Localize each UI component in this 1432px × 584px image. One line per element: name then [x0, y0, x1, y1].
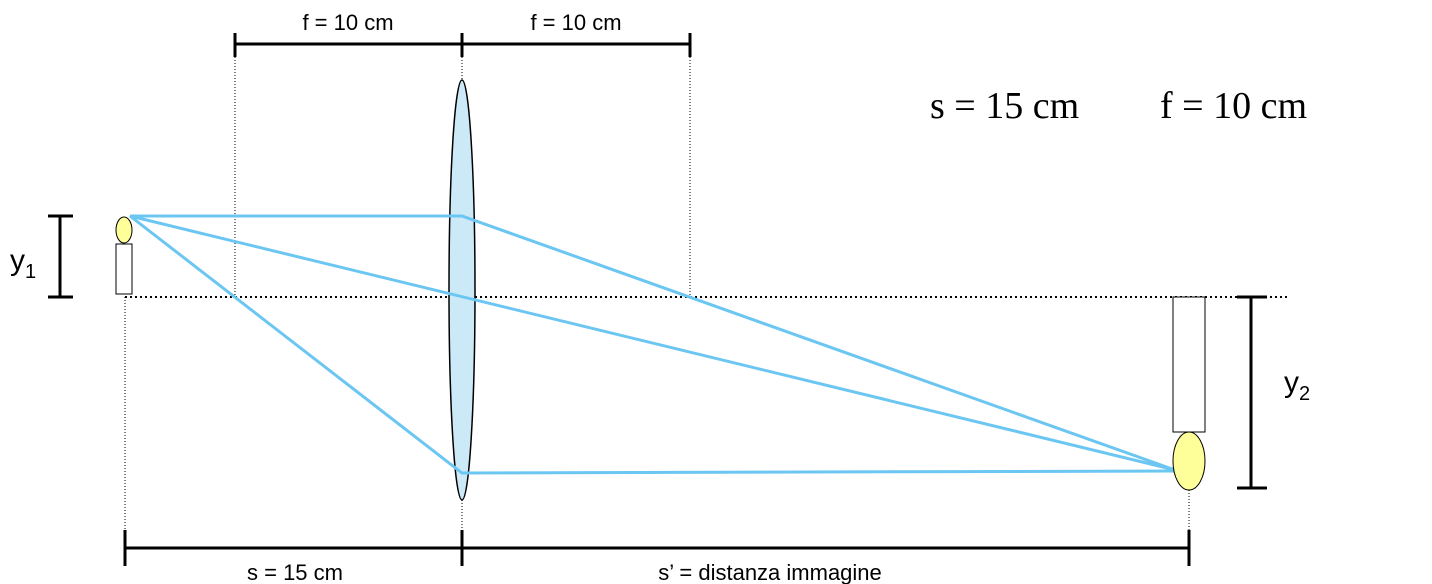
distance-label: s = 15 cm	[247, 560, 343, 584]
symbol: y	[10, 244, 25, 277]
object-height-label: y1	[10, 244, 36, 283]
focal-label: f = 10 cm	[302, 10, 393, 35]
focal-label: f = 10 cm	[530, 10, 621, 35]
symbol: y	[1284, 366, 1299, 399]
image-height-bracket	[1237, 295, 1267, 490]
rays	[129, 214, 1176, 475]
image-candle	[1172, 296, 1206, 433]
distance-dimensions	[123, 297, 1191, 566]
object-flame	[115, 216, 133, 244]
subscript: 2	[1299, 383, 1310, 405]
given-value: s = 15 cm	[930, 85, 1079, 127]
given-value: f = 10 cm	[1160, 85, 1307, 127]
distance-label: s’ = distanza immagine	[658, 560, 882, 584]
subscript: 1	[25, 261, 36, 283]
image-height-label: y2	[1284, 366, 1310, 405]
image-flame	[1172, 431, 1206, 491]
object-candle	[115, 243, 133, 295]
object-height-bracket	[48, 214, 73, 299]
focal-dimensions	[233, 33, 692, 297]
lens	[448, 79, 476, 501]
